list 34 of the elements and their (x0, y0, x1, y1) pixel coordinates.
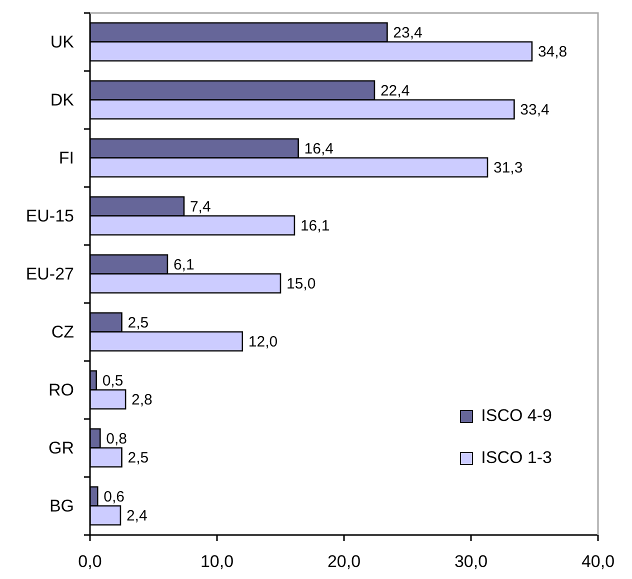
data-label: 31,3 (494, 160, 523, 177)
x-tick-label: 0,0 (78, 552, 102, 572)
y-tick-label: EU-27 (26, 264, 74, 284)
data-label: 23,4 (393, 24, 422, 42)
data-label: 15,0 (286, 276, 316, 293)
legend-label: ISCO 4-9 (481, 406, 552, 426)
data-label: 0,8 (106, 430, 128, 448)
data-label: 2,5 (128, 314, 149, 332)
x-tick-label: 30,0 (454, 552, 488, 572)
y-tick-label: EU-15 (26, 206, 74, 226)
data-label: 2,5 (128, 450, 149, 467)
data-label: 33,4 (520, 102, 550, 119)
x-tick-label: 40,0 (581, 552, 615, 572)
y-tick-label: GR (48, 438, 74, 458)
y-tick-label: DK (50, 90, 75, 110)
x-tick-label: 10,0 (200, 552, 234, 572)
data-label: 2,4 (126, 508, 148, 525)
legend-label: ISCO 1-3 (481, 448, 552, 468)
x-tick-label: 20,0 (327, 552, 361, 572)
data-label: 0,5 (102, 372, 124, 390)
data-label: 6,1 (173, 256, 194, 274)
y-tick-label: RO (48, 380, 74, 400)
data-label: 12,0 (248, 334, 278, 351)
data-label: 0,6 (104, 488, 124, 506)
data-label: 16,1 (300, 218, 330, 235)
data-label: 16,4 (304, 140, 334, 158)
data-label: 7,4 (190, 198, 211, 216)
y-tick-label: UK (50, 32, 75, 52)
data-label: 22,4 (380, 82, 410, 100)
data-label: 34,8 (538, 44, 568, 61)
data-label: 2,8 (132, 392, 152, 409)
y-tick-label: CZ (51, 322, 74, 342)
y-tick-label: FI (58, 148, 74, 168)
y-tick-label: BG (49, 496, 74, 516)
